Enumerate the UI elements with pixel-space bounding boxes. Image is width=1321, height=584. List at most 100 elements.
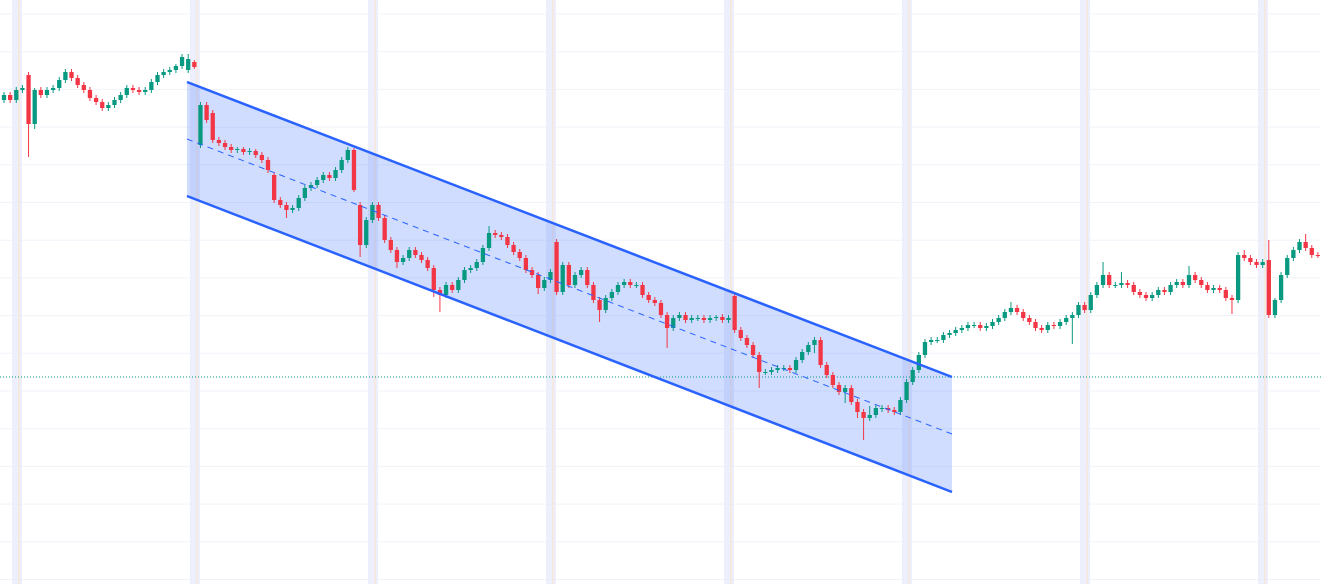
candle-body — [941, 335, 946, 340]
session-band — [368, 0, 378, 584]
candle-body — [235, 149, 240, 150]
candle-body — [996, 318, 1001, 322]
candle-body — [843, 388, 848, 392]
candle-body — [167, 70, 172, 72]
candle-body — [732, 296, 737, 330]
candle-body — [542, 280, 547, 288]
candle-body — [591, 285, 596, 300]
candle-body — [714, 317, 719, 318]
candle-body — [253, 151, 258, 155]
candle-body — [1100, 275, 1106, 285]
channel-lower — [186, 194, 953, 494]
candle-body — [959, 328, 964, 330]
candle-body — [554, 242, 559, 292]
candle-body — [818, 340, 823, 365]
candle-body — [302, 188, 307, 198]
candle-body — [1082, 305, 1087, 310]
candle-body — [849, 388, 854, 402]
candle-body — [192, 62, 197, 67]
candle-body — [407, 250, 412, 258]
candle-body — [1119, 283, 1124, 285]
candle-body — [229, 147, 234, 150]
candle-body — [1162, 290, 1167, 292]
candle-body — [155, 75, 160, 82]
candle-body — [646, 295, 651, 300]
candle-body — [1248, 258, 1253, 262]
candle-body — [1076, 305, 1081, 315]
candle-body — [364, 220, 369, 245]
candle-body — [38, 90, 43, 95]
session-band — [190, 0, 200, 584]
candle-body — [1002, 312, 1007, 318]
candle-body — [1272, 300, 1278, 315]
candle-body — [916, 355, 921, 370]
candle-body — [984, 326, 989, 328]
candle-body — [63, 72, 68, 80]
candle-body — [1211, 288, 1216, 290]
candle-body — [928, 340, 934, 342]
candle-body — [609, 292, 614, 298]
candle-body — [1174, 282, 1179, 285]
candle-body — [173, 66, 179, 70]
candle-body — [861, 412, 866, 418]
candle-body — [971, 325, 977, 326]
candle-body — [179, 57, 185, 66]
candle-body — [634, 285, 639, 286]
candle-body — [812, 340, 817, 345]
candle-body — [1113, 285, 1118, 286]
candle-body — [1199, 280, 1204, 285]
candle-body — [1137, 292, 1143, 295]
candle-body — [14, 90, 19, 100]
candle-body — [689, 318, 694, 320]
candle-body — [321, 175, 326, 180]
session-band — [12, 0, 22, 584]
candle-body — [204, 105, 209, 120]
candle-body — [284, 205, 289, 210]
candle-body — [769, 370, 774, 372]
candle-body — [904, 382, 909, 400]
candle-body — [775, 368, 780, 370]
candle-body — [81, 85, 86, 90]
candle-body — [1094, 285, 1100, 295]
candle-body — [806, 345, 811, 352]
candle-body — [744, 338, 750, 345]
candle-body — [93, 98, 99, 102]
candle-body — [910, 370, 915, 382]
candle-body — [296, 198, 301, 208]
candle-body — [517, 252, 522, 258]
candle-body — [1192, 275, 1198, 280]
candle-body — [241, 149, 246, 152]
candle-body — [69, 72, 74, 78]
candle-body — [480, 248, 486, 262]
candle-body — [499, 235, 504, 237]
candle-body — [505, 237, 510, 245]
candle-body — [1291, 250, 1296, 258]
candle-body — [892, 410, 897, 412]
candle-body — [1021, 312, 1026, 318]
candle-body — [757, 355, 762, 372]
candle-body — [443, 285, 449, 295]
candle-body — [130, 88, 136, 90]
candle-body — [529, 270, 535, 275]
candle-body — [388, 240, 393, 250]
candle-body — [1156, 290, 1161, 295]
candle-body — [763, 372, 768, 373]
candle-body — [1223, 290, 1228, 298]
candle-body — [707, 318, 713, 320]
candle-body — [677, 315, 682, 318]
candle-body — [1088, 295, 1093, 310]
candle-body — [382, 218, 387, 240]
candle-body — [431, 268, 436, 290]
candle-body — [357, 205, 363, 245]
candle-body — [456, 280, 461, 290]
candle-body — [370, 205, 375, 220]
candle-body — [523, 258, 529, 270]
candle-body — [1235, 255, 1241, 300]
candle-body — [271, 175, 277, 200]
candle-body — [1309, 248, 1314, 255]
candle-body — [1205, 285, 1210, 290]
candle-body — [44, 90, 50, 95]
candle-body — [1039, 328, 1044, 330]
candle-body — [1315, 255, 1321, 256]
